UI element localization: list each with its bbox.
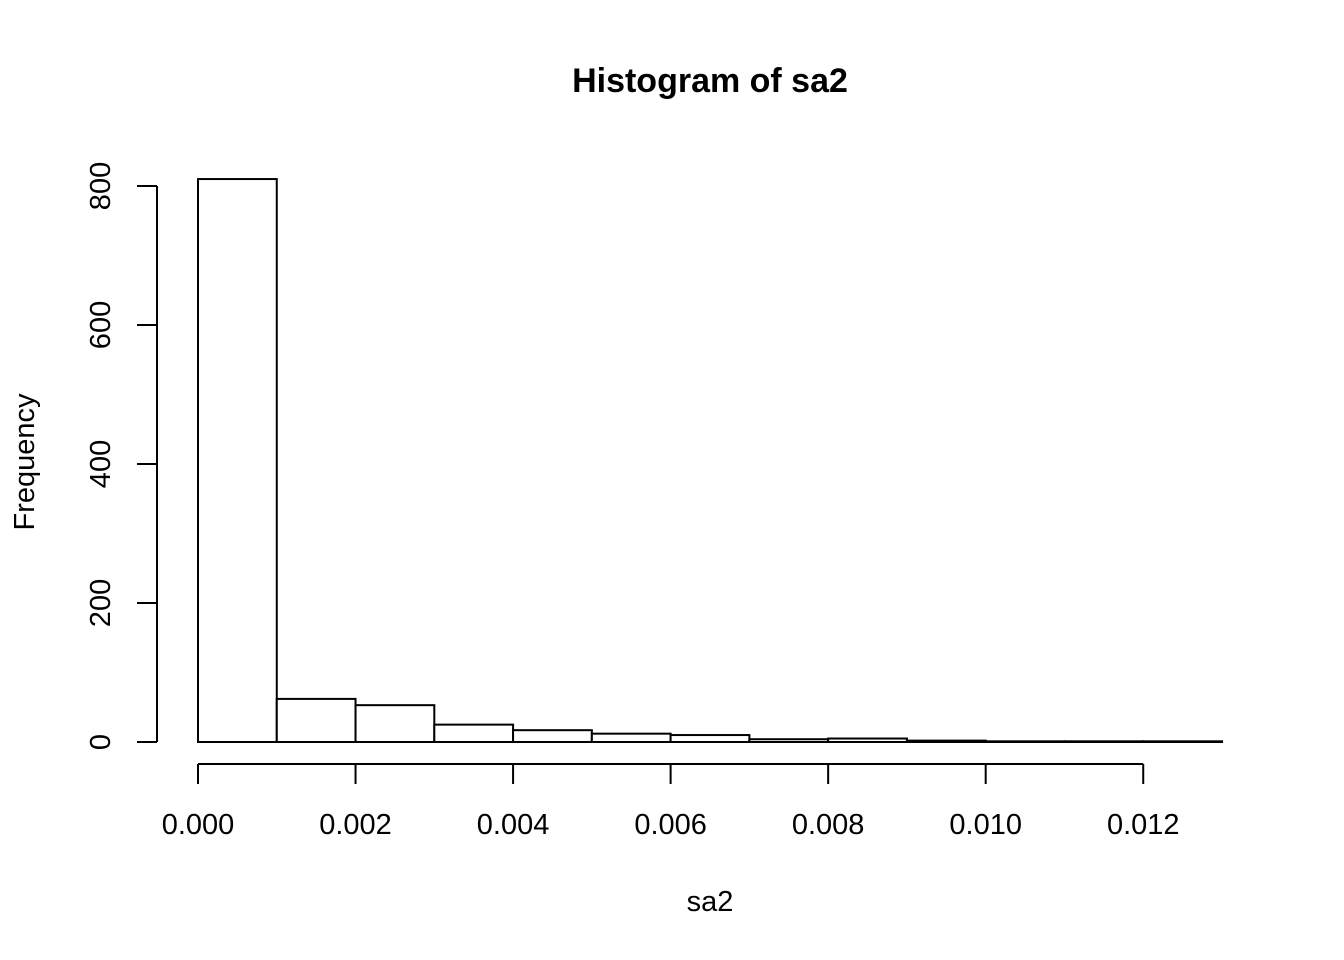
histogram-bar	[1063, 740, 1145, 743]
histogram-bar	[590, 732, 672, 743]
y-tick-label: 600	[85, 301, 117, 349]
histogram-bar	[433, 723, 515, 743]
y-tick-label: 400	[85, 440, 117, 488]
y-axis: 0 200 400 600 800	[85, 162, 158, 750]
histogram-bar	[984, 740, 1066, 743]
x-tick-label: 0.008	[792, 809, 865, 841]
x-tick-label: 0.006	[634, 809, 707, 841]
x-axis-label: sa2	[687, 886, 734, 918]
histogram-bar	[748, 738, 830, 743]
histogram-bar	[905, 739, 987, 743]
histogram-bars	[197, 178, 1223, 744]
y-tick-label: 0	[85, 734, 117, 750]
chart-title: Histogram of sa2	[572, 62, 848, 100]
y-tick-label: 200	[85, 579, 117, 627]
x-axis: 0.000 0.002 0.004 0.006 0.008 0.010 0.012	[162, 763, 1180, 841]
histogram-bar	[827, 737, 908, 744]
histogram-bar	[354, 704, 436, 743]
y-axis-label: Frequency	[9, 393, 41, 531]
x-tick-label: 0.004	[477, 809, 550, 841]
x-tick-label: 0.002	[319, 809, 392, 841]
histogram-bar	[669, 734, 751, 743]
y-tick-label: 800	[85, 162, 117, 210]
histogram-bar	[1142, 740, 1223, 743]
x-tick-label: 0.012	[1107, 809, 1180, 841]
histogram-bar	[275, 697, 357, 743]
x-tick-label: 0.010	[949, 809, 1022, 841]
histogram-bar	[512, 729, 593, 743]
x-tick-label: 0.000	[162, 809, 235, 841]
histogram-bar	[197, 178, 278, 744]
